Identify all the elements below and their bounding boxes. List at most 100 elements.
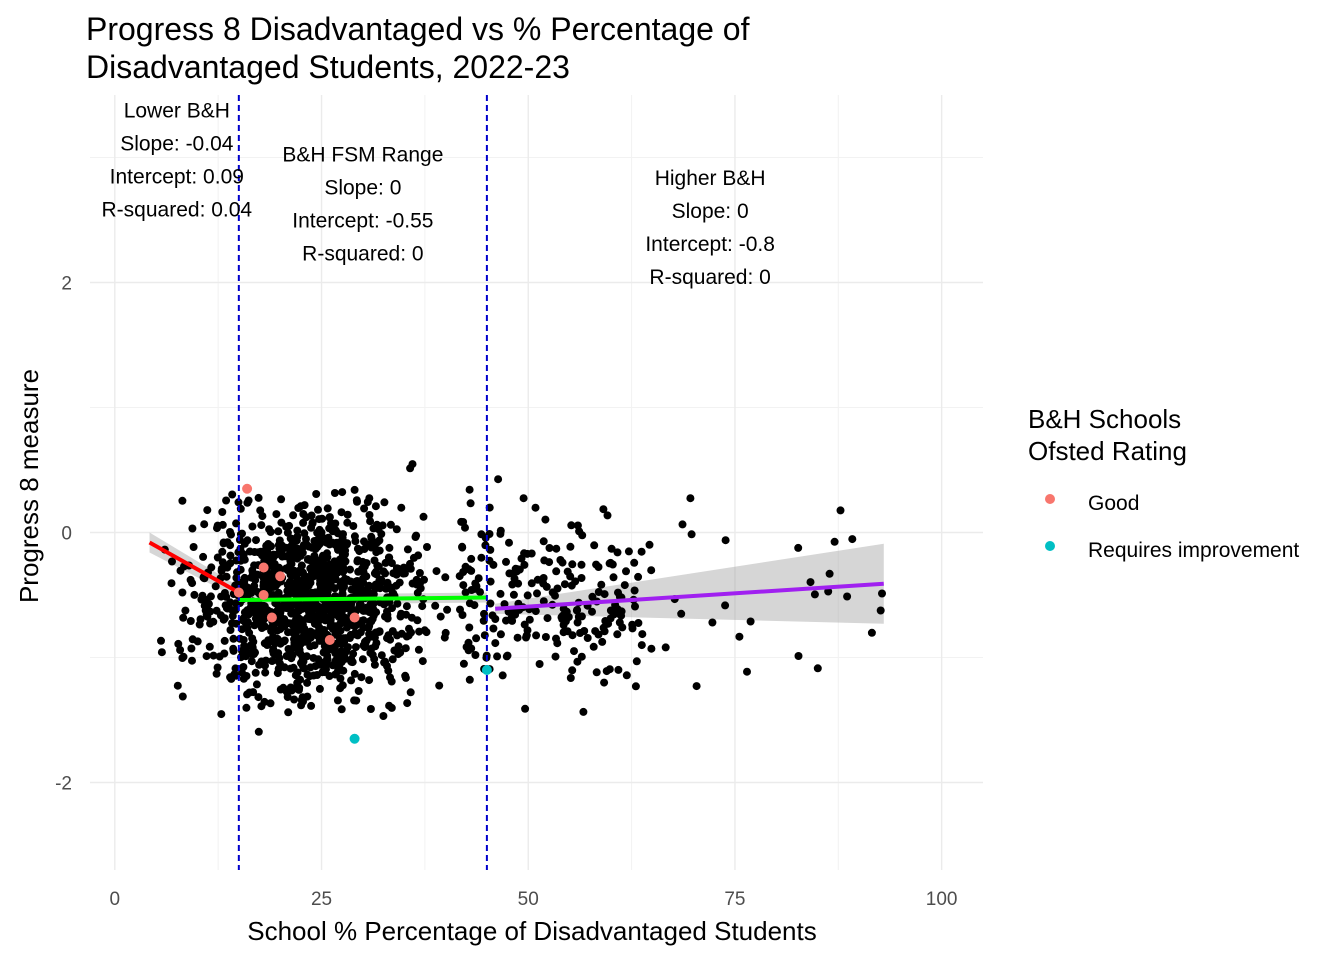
scatter-point — [290, 635, 298, 644]
scatter-point — [794, 652, 803, 660]
scatter-point — [721, 536, 730, 545]
scatter-point — [543, 614, 552, 623]
scatter-point — [274, 527, 283, 536]
scatter-point — [316, 660, 325, 669]
scatter-point — [372, 639, 381, 648]
scatter-point — [458, 543, 467, 552]
scatter-point — [401, 644, 410, 653]
scatter-point — [577, 574, 586, 582]
scatter-point — [508, 616, 517, 625]
scatter-point — [412, 580, 421, 589]
scatter-point — [375, 576, 384, 585]
scatter-point — [297, 561, 306, 570]
scatter-point — [836, 506, 845, 515]
scatter-point — [687, 530, 696, 539]
scatter-point — [459, 581, 468, 590]
scatter-point — [296, 551, 305, 560]
scatter-point — [531, 607, 540, 616]
scatter-point — [523, 591, 532, 600]
scatter-point — [305, 672, 314, 681]
scatter-point — [597, 580, 606, 589]
scatter-point — [386, 635, 395, 644]
scatter-point — [300, 529, 309, 538]
scatter-point — [217, 564, 226, 573]
scatter-point — [330, 489, 339, 497]
scatter-point — [369, 630, 378, 639]
scatter-point — [620, 581, 629, 590]
scatter-point — [222, 572, 231, 581]
scatter-point — [385, 543, 394, 552]
scatter-point — [215, 652, 224, 661]
scatter-point — [374, 562, 383, 571]
scatter-point — [292, 615, 301, 624]
scatter-point — [477, 530, 486, 539]
scatter-point — [423, 543, 431, 551]
annotation-text: Slope: -0.04 — [120, 133, 234, 156]
scatter-point — [634, 619, 643, 627]
scatter-point — [375, 546, 384, 555]
scatter-point — [630, 586, 639, 595]
scatter-point — [794, 543, 803, 552]
range-boundaries — [237, 95, 488, 870]
scatter-point — [813, 664, 822, 673]
scatter-point — [199, 552, 208, 561]
scatter-point — [367, 617, 376, 626]
scatter-point — [269, 649, 278, 658]
scatter-point — [298, 589, 307, 598]
scatter-point — [539, 597, 548, 606]
scatter-point — [400, 569, 409, 578]
scatter-point — [277, 495, 286, 504]
scatter-point — [362, 603, 371, 612]
scatter-point — [624, 547, 633, 556]
scatter-point — [291, 671, 300, 680]
scatter-point — [402, 602, 411, 611]
scatter-point — [443, 605, 452, 614]
scatter-point — [539, 537, 548, 546]
scatter-point — [606, 558, 615, 567]
scatter-point — [346, 577, 355, 586]
scatter-point — [254, 493, 263, 502]
scatter-point — [181, 606, 190, 615]
scatter-point — [560, 580, 569, 589]
scatter-point — [243, 536, 252, 545]
scatter-point — [579, 707, 588, 716]
highlighted-point — [233, 587, 244, 598]
scatter-point — [708, 618, 717, 627]
chart-title-line-2: Disadvantaged Students, 2022-23 — [86, 49, 570, 85]
scatter-point — [588, 592, 597, 601]
x-tick-label: 25 — [311, 889, 332, 910]
scatter-point — [334, 545, 342, 554]
scatter-point — [369, 599, 378, 608]
scatter-point — [441, 628, 450, 637]
scatter-point — [190, 590, 199, 599]
annotation-text: R-squared: 0 — [649, 266, 770, 289]
scatter-point — [226, 673, 235, 682]
scatter-point — [379, 567, 388, 576]
scatter-point — [521, 704, 530, 713]
scatter-point — [566, 674, 575, 682]
scatter-point — [357, 673, 366, 682]
scatter-point — [293, 569, 302, 578]
scatter-point — [843, 592, 852, 601]
scatter-point — [551, 652, 560, 661]
annotation-text: Slope: 0 — [672, 200, 749, 223]
scatter-point — [272, 607, 281, 616]
highlighted-point — [242, 483, 253, 494]
scatter-point — [522, 633, 530, 642]
scatter-point — [583, 634, 592, 642]
scatter-point — [339, 581, 348, 590]
scatter-point — [600, 678, 609, 687]
annotation-text: Higher B&H — [655, 167, 766, 190]
scatter-point — [188, 656, 196, 665]
scatter-point — [226, 541, 235, 550]
scatter-point — [645, 540, 654, 549]
scatter-point — [470, 601, 479, 610]
scatter-point — [303, 692, 312, 701]
annotation-text: Intercept: -0.8 — [645, 233, 775, 256]
highlighted-point — [349, 612, 360, 623]
scatter-point — [567, 521, 576, 530]
scatter-point — [176, 566, 185, 575]
scatter-point — [352, 696, 361, 705]
scatter-point — [314, 605, 323, 614]
scatter-point — [274, 588, 283, 597]
